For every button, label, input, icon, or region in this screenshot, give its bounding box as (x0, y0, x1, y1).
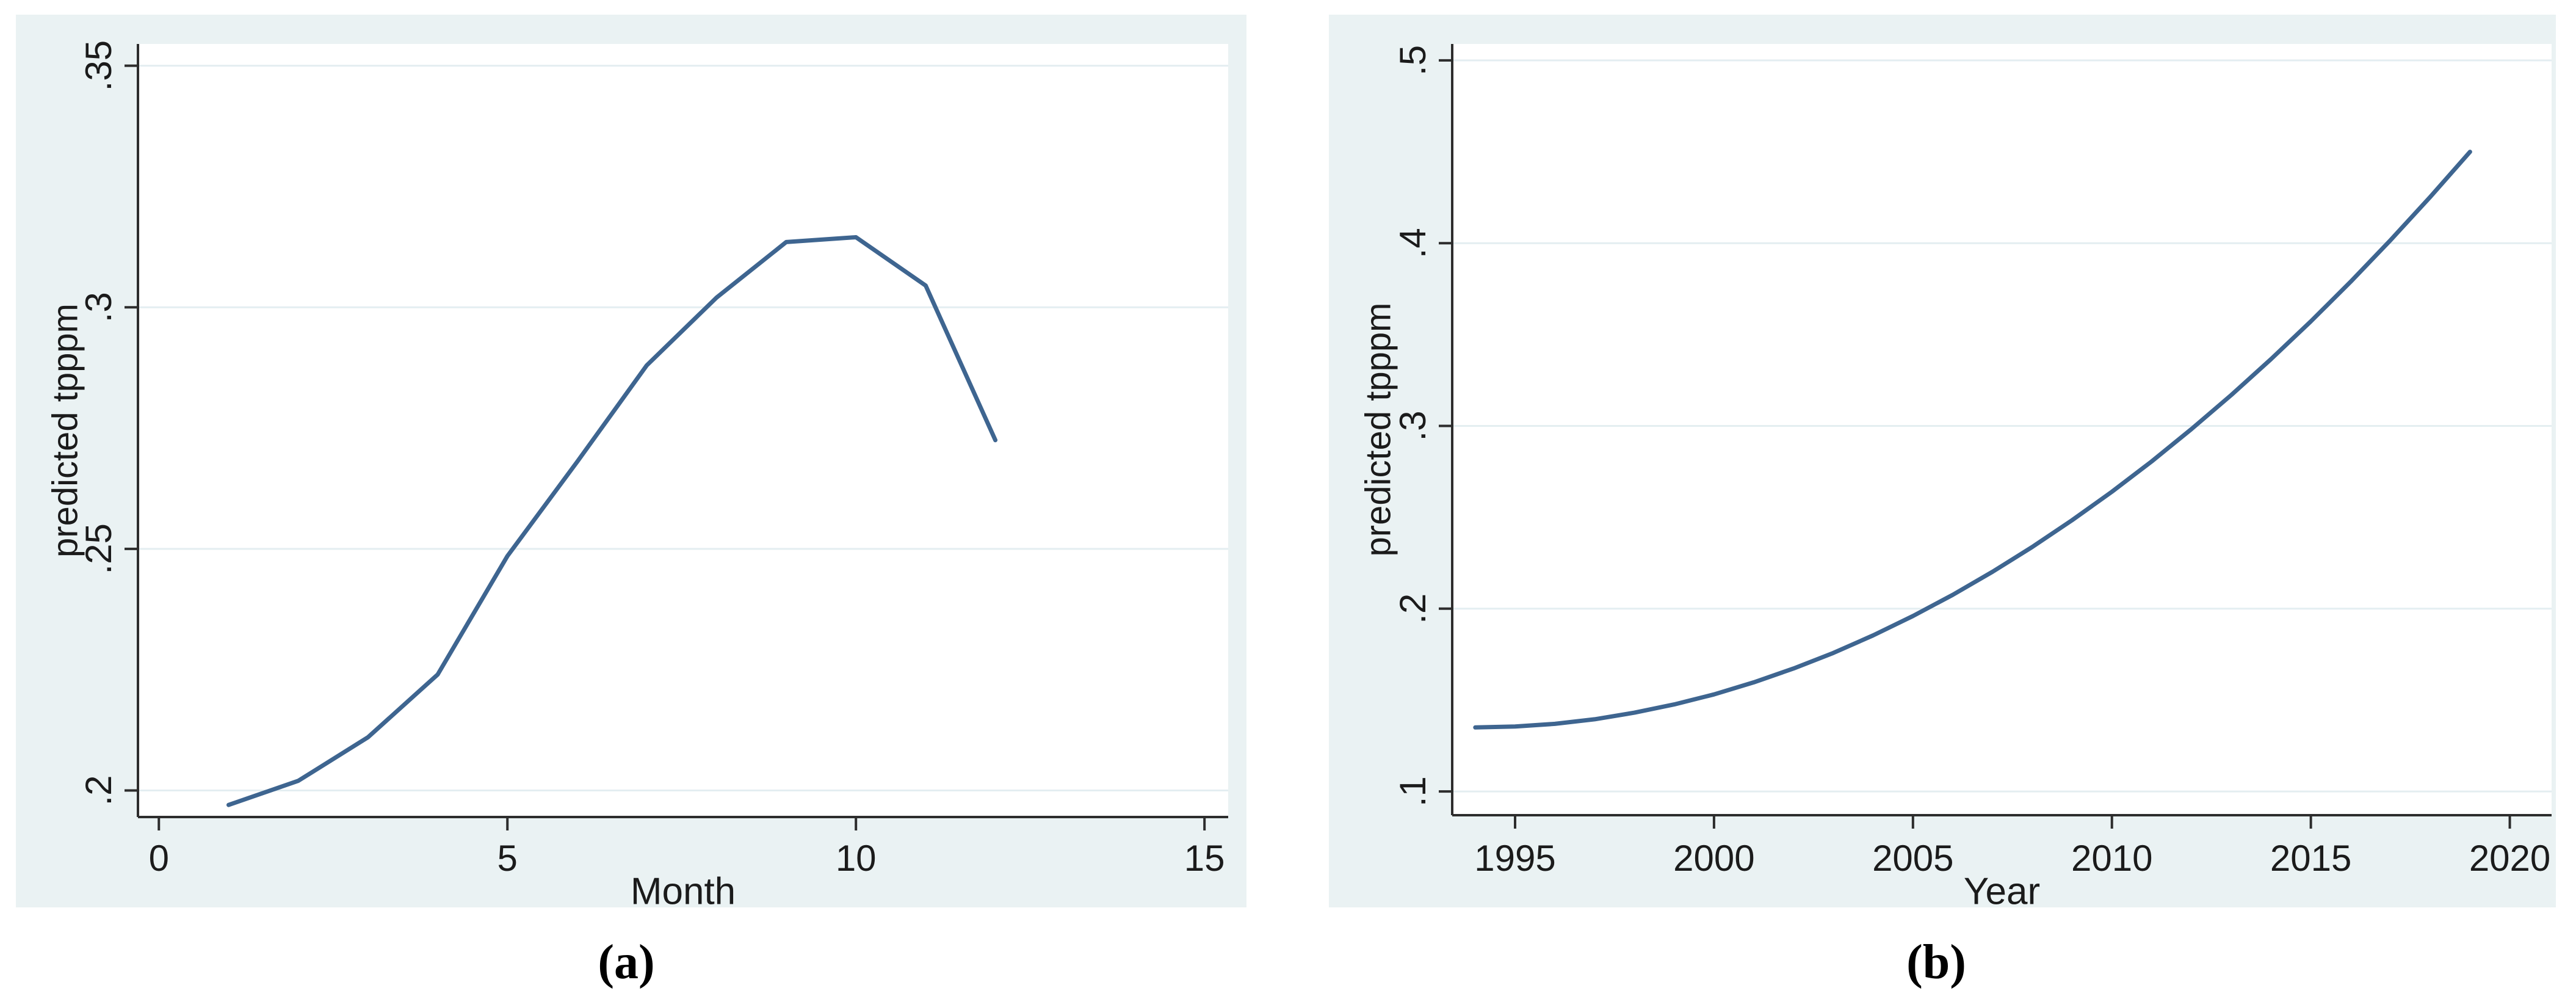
x-tick-label: 15 (1184, 838, 1225, 879)
x-axis-title: Month (631, 870, 736, 907)
y-tick-label: .2 (1392, 594, 1433, 624)
y-tick-label: .2 (78, 775, 119, 805)
y-axis-title: predicted tpppm (45, 303, 85, 558)
caption-b-label: (b) (1906, 935, 1966, 989)
y-axis-title: predicted tpppm (1358, 303, 1398, 557)
x-tick-label: 1995 (1474, 838, 1555, 879)
caption-b: (b) (1753, 933, 2119, 992)
y-tick-label: .4 (1392, 228, 1433, 258)
chart-panel-a: .2 .25 .3 .35 0 5 10 15 Month predicted tpppm (16, 15, 1246, 907)
x-axis-title: Year (1964, 870, 2040, 907)
x-tick-label: 2010 (2071, 838, 2152, 879)
caption-a: (a) (443, 933, 809, 992)
y-tick-label: .3 (78, 292, 119, 322)
chart-b-svg: .1 .2 .3 .4 .5 1995 2000 2005 2010 2015 2020 Year pr… (1358, 44, 2552, 907)
plot-area (138, 44, 1228, 817)
series-line (226, 235, 998, 807)
x-tick-label: 2005 (1872, 838, 1953, 879)
y-tick-label: .3 (1392, 410, 1433, 441)
y-tick-label: .1 (1392, 776, 1433, 807)
x-tick-label: 0 (149, 838, 169, 879)
y-tick-label: .5 (1392, 45, 1433, 76)
y-tick-label: .25 (78, 523, 119, 574)
x-tick-label: 5 (497, 838, 518, 879)
x-tick-label: 10 (836, 838, 877, 879)
x-tick-label: 2020 (2469, 838, 2550, 879)
series-line (1473, 150, 2472, 730)
x-tick-label: 2015 (2270, 838, 2351, 879)
x-tick-label: 2000 (1673, 838, 1754, 879)
y-tick-label: .35 (78, 40, 119, 91)
caption-a-label: (a) (598, 935, 655, 989)
chart-a-svg: .2 .25 .3 .35 0 5 10 15 Month predicted tpppm (45, 40, 1228, 907)
chart-panel-b: .1 .2 .3 .4 .5 1995 2000 2005 2010 2015 2020 Year pr… (1329, 15, 2556, 907)
plot-area (1452, 44, 2552, 815)
